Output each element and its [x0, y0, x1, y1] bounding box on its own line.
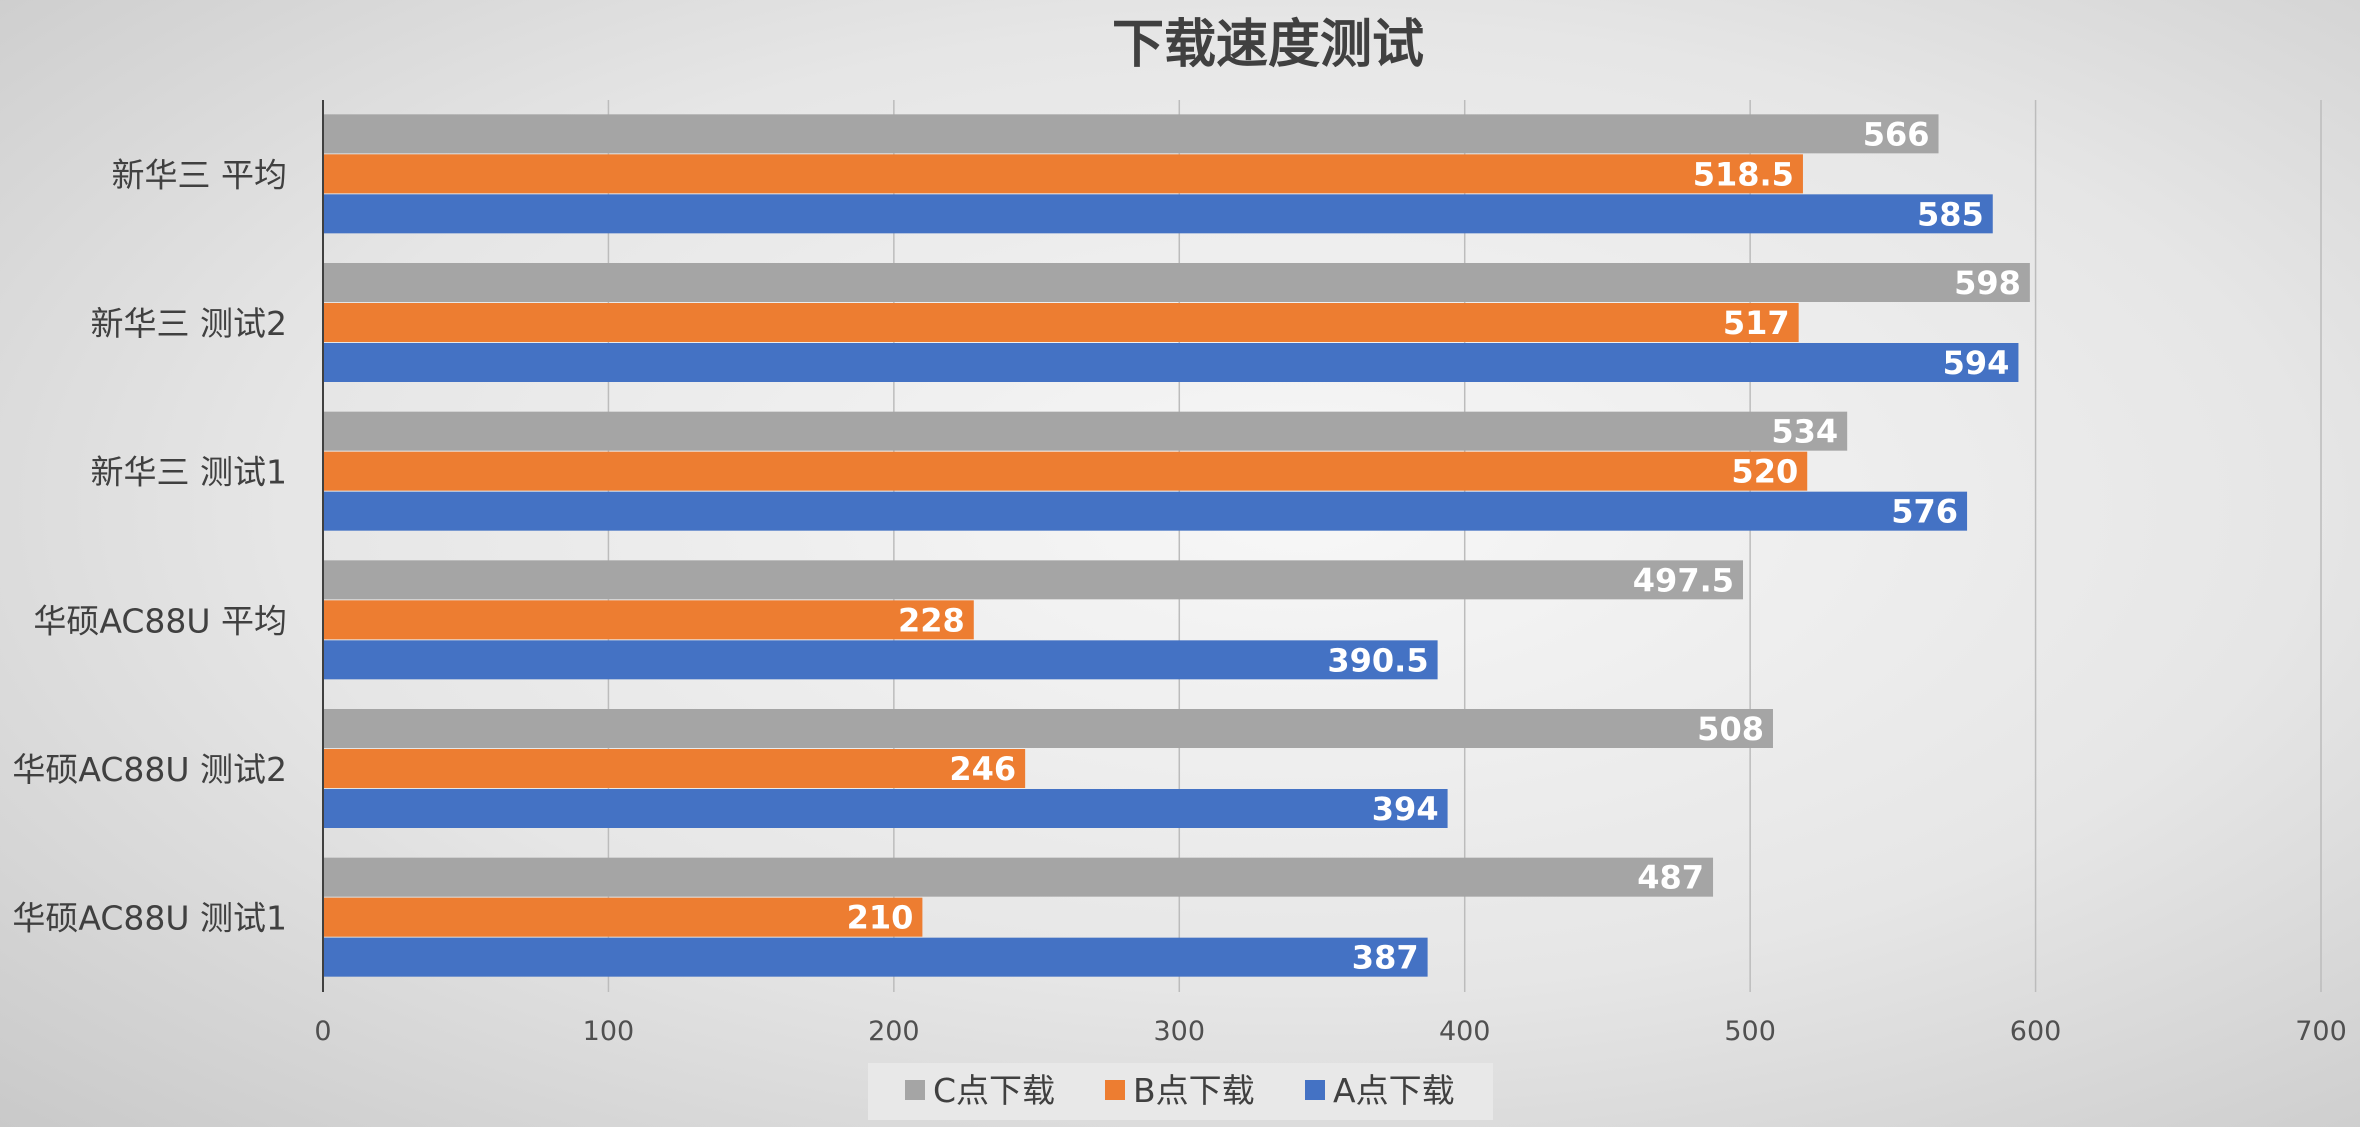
category-label: 华硕AC88U 平均 — [33, 601, 287, 640]
category-label: 新华三 测试2 — [91, 304, 288, 343]
legend: C点下载 B点下载 A点下载 — [905, 1071, 1455, 1110]
chart-title: 下载速度测试 — [1112, 15, 1424, 75]
data-label: 566 — [1863, 115, 1930, 153]
data-label: 508 — [1697, 710, 1764, 748]
bar — [323, 343, 2019, 382]
bar — [323, 560, 1744, 600]
x-tick-label: 0 — [314, 1016, 331, 1047]
data-label: 246 — [949, 750, 1016, 788]
legend-background — [868, 1063, 1493, 1120]
data-label: 585 — [1917, 195, 1984, 233]
data-label: 394 — [1372, 790, 1439, 828]
x-axis-ticks: 0 100 200 300 400 500 600 700 — [314, 1016, 2346, 1047]
bar — [323, 194, 1993, 234]
data-label: 598 — [1954, 264, 2021, 302]
category-label: 新华三 平均 — [112, 155, 288, 194]
x-tick-label: 700 — [2295, 1016, 2347, 1047]
data-label: 497.5 — [1633, 561, 1734, 599]
bar — [323, 709, 1773, 748]
bar — [323, 749, 1026, 788]
bar — [323, 491, 1968, 531]
data-label: 518.5 — [1693, 155, 1794, 193]
data-label: 517 — [1723, 304, 1790, 342]
legend-swatch — [1305, 1080, 1325, 1100]
x-tick-label: 400 — [1439, 1016, 1491, 1047]
bar — [323, 600, 974, 640]
bar — [323, 897, 923, 937]
legend-swatch — [905, 1080, 925, 1100]
bar — [323, 857, 1714, 897]
category-label: 华硕AC88U 测试2 — [12, 750, 287, 789]
bar — [323, 451, 1808, 491]
legend-entry: A点下载 — [1333, 1071, 1455, 1110]
bar — [323, 154, 1803, 194]
x-tick-label: 200 — [868, 1016, 920, 1047]
legend-entry: C点下载 — [933, 1071, 1055, 1110]
x-tick-label: 100 — [583, 1016, 635, 1047]
data-label: 210 — [847, 899, 914, 937]
legend-entry: B点下载 — [1133, 1071, 1255, 1110]
data-label: 534 — [1771, 413, 1838, 451]
bar — [323, 640, 1438, 680]
data-label: 390.5 — [1327, 641, 1428, 679]
gridlines — [607, 100, 2322, 992]
category-label: 华硕AC88U 测试1 — [12, 899, 287, 938]
x-tick-label: 600 — [2010, 1016, 2062, 1047]
category-label: 新华三 测试1 — [91, 453, 288, 492]
x-tick-label: 500 — [1724, 1016, 1776, 1047]
bar — [323, 789, 1448, 828]
bar — [323, 937, 1428, 977]
bar — [323, 411, 1848, 451]
data-label: 594 — [1943, 344, 2010, 382]
data-label: 387 — [1352, 939, 1419, 977]
bars — [323, 114, 2030, 977]
bar — [323, 303, 1799, 342]
data-label: 487 — [1637, 859, 1704, 897]
data-label: 520 — [1731, 453, 1798, 491]
data-label: 576 — [1891, 493, 1958, 531]
bar — [323, 263, 2030, 302]
data-label: 228 — [898, 601, 965, 639]
bar — [323, 114, 1939, 154]
x-tick-label: 300 — [1154, 1016, 1206, 1047]
legend-swatch — [1105, 1080, 1125, 1100]
